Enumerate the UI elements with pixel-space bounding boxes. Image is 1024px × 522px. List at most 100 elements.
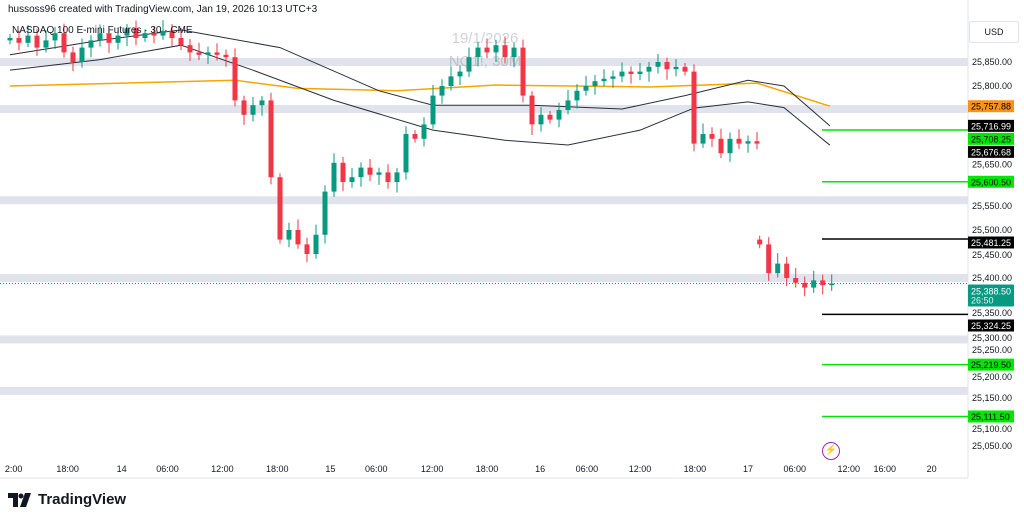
candle-body (448, 76, 454, 86)
candle-body (7, 38, 13, 41)
candle-body (430, 95, 436, 125)
candle-body (70, 52, 76, 62)
price-level-tag (968, 132, 1014, 145)
candle-body (757, 239, 763, 245)
candle-body (97, 33, 103, 41)
time-axis-label: 06:00 (156, 464, 179, 474)
support-resistance-zone (0, 386, 968, 395)
price-level-tag (968, 358, 1014, 371)
time-axis-label: 12:00 (838, 464, 861, 474)
price-level-label: 25,111.50 (971, 412, 1010, 422)
candle-body (151, 33, 157, 36)
time-axis-label: 15 (325, 464, 335, 474)
candle-body (385, 172, 391, 182)
candle-body (457, 71, 463, 77)
support-resistance-zone (0, 335, 968, 344)
last-price-label: 25,388.50 (971, 287, 1011, 297)
candle-body (754, 141, 760, 144)
candle-body (304, 244, 310, 254)
candle-body (466, 57, 472, 72)
candle-body (313, 234, 319, 254)
candle-body (628, 71, 634, 74)
candle-body (682, 66, 688, 72)
indicator-price-tag (968, 119, 1014, 132)
candle-body (439, 86, 445, 96)
currency-button[interactable]: USD (969, 21, 1019, 43)
candle-body (793, 278, 799, 283)
indicator-price-tag (968, 100, 1014, 113)
candle-body (61, 33, 67, 53)
candle-body (277, 177, 283, 240)
support-resistance-zone (0, 196, 968, 205)
symbol-title[interactable]: NASDAQ 100 E-mini Futures · 30 · CME (12, 25, 193, 36)
tradingview-logo: TradingView (8, 491, 126, 508)
indicator-price-label: 25,757.88 (971, 102, 1011, 112)
candle-body (169, 30, 175, 38)
candle-body (493, 45, 499, 53)
time-axis-label: 14 (117, 464, 127, 474)
time-axis-label: 2:00 (5, 464, 23, 474)
time-axis-label: 18:00 (56, 464, 79, 474)
candle-body (394, 172, 400, 182)
tradingview-logo-icon (8, 492, 31, 507)
candle-body (34, 35, 40, 48)
price-axis-tick: 25,800.00 (972, 81, 1012, 91)
candle-body (286, 230, 292, 240)
candle-body (727, 138, 733, 154)
support-resistance-zone (0, 274, 968, 282)
candle-body (820, 280, 826, 286)
candle-body (367, 167, 373, 175)
candle-body (421, 124, 427, 139)
candle-body (196, 52, 202, 55)
time-axis-label: 18:00 (684, 464, 707, 474)
candle-body (619, 71, 625, 77)
candle-body (829, 283, 835, 286)
candle-body (664, 62, 670, 70)
candle-body (784, 263, 790, 278)
candle-body (241, 100, 247, 115)
candle-body (232, 57, 238, 101)
price-axis-tick: 25,100.00 (972, 424, 1012, 434)
candle-body (403, 134, 409, 173)
candle-body (412, 134, 418, 139)
time-axis-label: 20 (927, 464, 937, 474)
brand-name: TradingView (38, 491, 127, 508)
support-resistance-zone (0, 58, 968, 66)
candle-body (349, 177, 355, 182)
price-level-tag (968, 410, 1014, 423)
price-axis-tick: 25,550.00 (972, 201, 1012, 211)
price-level-label: 25,324.25 (971, 321, 1011, 331)
candle-body (16, 38, 22, 43)
candle-body (268, 100, 274, 178)
time-axis-label: 12:00 (421, 464, 444, 474)
candle-body (79, 47, 85, 62)
candle-body (673, 66, 679, 70)
candle-body (547, 114, 553, 120)
candle-body (520, 47, 526, 96)
candle-body (583, 86, 589, 91)
candle-body (610, 76, 616, 79)
candle-body (223, 54, 229, 58)
time-axis-label: 18:00 (476, 464, 499, 474)
time-axis-label: 06:00 (365, 464, 388, 474)
watermark-ticker: NQ1!, 30M (448, 53, 522, 70)
candle-body (691, 71, 697, 144)
candle-body (556, 110, 562, 120)
price-level-tag (968, 319, 1014, 332)
candle-body (331, 162, 337, 192)
candle-body (124, 28, 130, 36)
lightning-icon[interactable]: ⚡ (822, 442, 840, 460)
candle-body (565, 100, 571, 110)
candle-body (205, 52, 211, 55)
candle-body (574, 90, 580, 101)
indicator-price-label: 25,716.99 (971, 121, 1011, 131)
indicator-price-label: 25,676.68 (971, 147, 1011, 157)
candle-body (25, 35, 31, 43)
candle-body (655, 62, 661, 67)
candle-body (106, 33, 112, 43)
time-axis-label: 06:00 (576, 464, 599, 474)
time-axis-label: 18:00 (266, 464, 289, 474)
candle-body (700, 134, 706, 144)
price-axis-tick: 25,650.00 (972, 159, 1012, 169)
